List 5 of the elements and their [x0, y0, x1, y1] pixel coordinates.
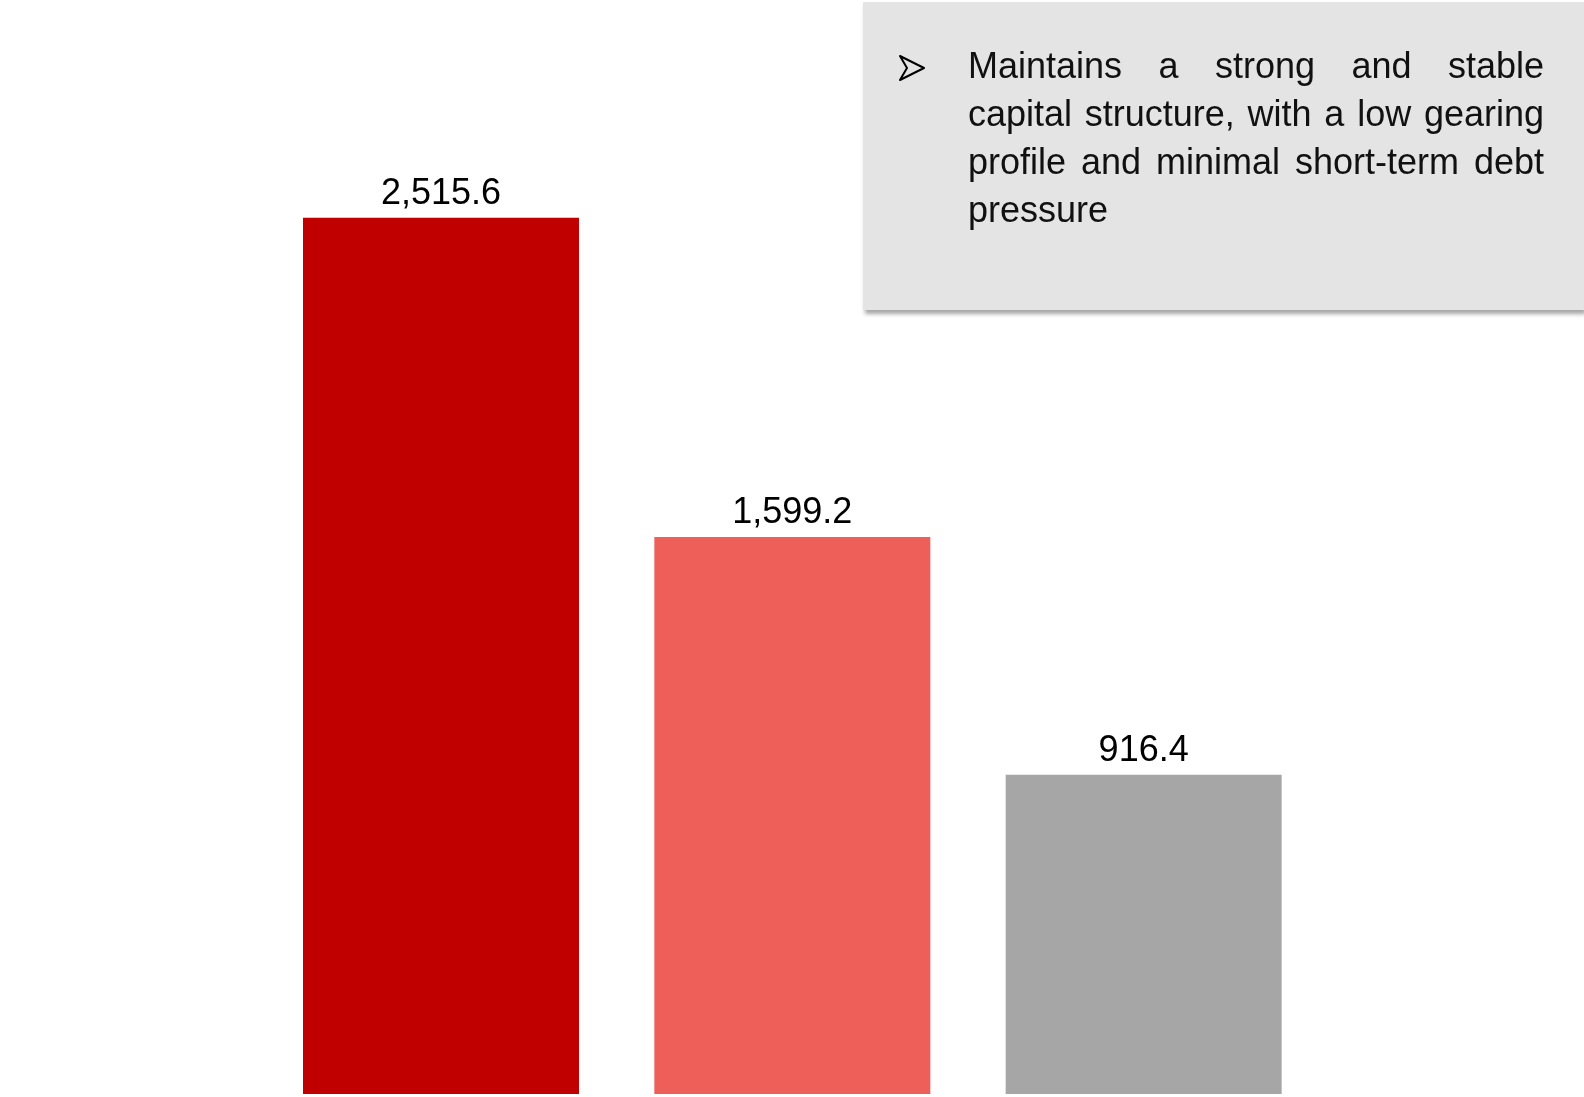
annotation: Maintains a strong and stable capital structure, with a low gearing profile and minimal short-term debt pressure [968, 45, 1544, 230]
data-label: 916.4 [1098, 727, 1189, 769]
callout-box: Maintains a strong and stable capital structure, with a low gearing profile and minimal short-term debt pressure [863, 2, 1584, 310]
data-label: 1,599.2 [732, 489, 853, 531]
data-label: 2,515.6 [380, 170, 502, 212]
